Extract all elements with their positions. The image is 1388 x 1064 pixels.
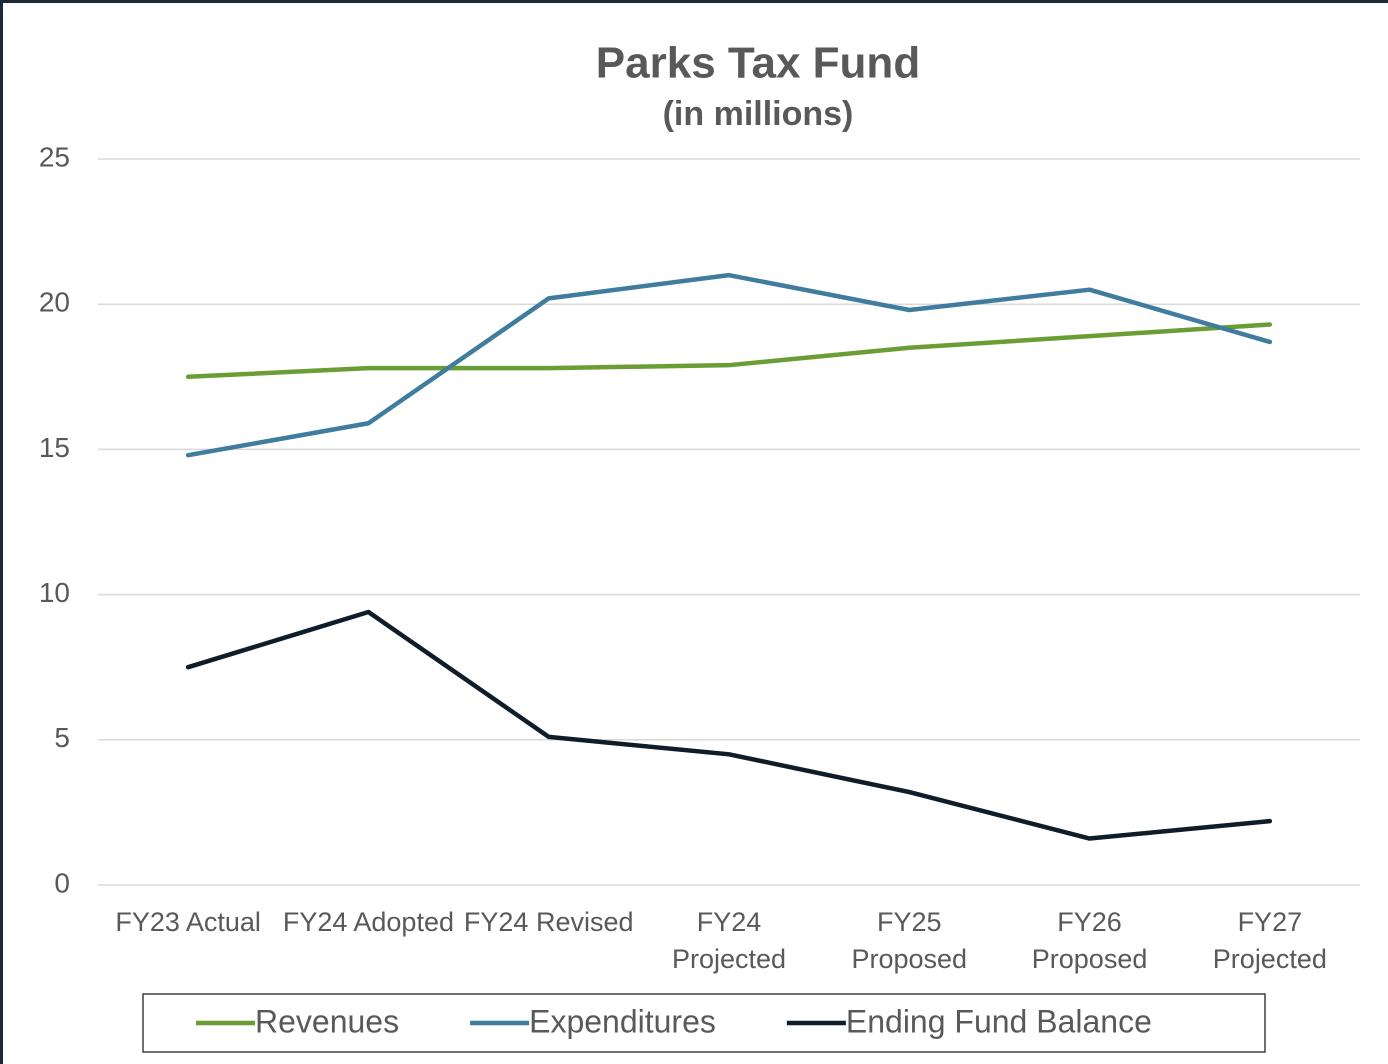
x-tick-label: FY24 Projected	[671, 907, 787, 974]
x-tick-label: FY27 Projected	[1212, 907, 1327, 974]
series-line	[185, 609, 1273, 841]
chart-title: Parks Tax Fund	[596, 39, 920, 88]
x-tick-label: FY25 Proposed	[851, 907, 968, 974]
x-tick-label: FY23 Actual	[115, 907, 261, 937]
y-tick-label: 10	[39, 577, 70, 608]
chart-subtitle: (in millions)	[663, 95, 854, 133]
legend-box	[142, 993, 1266, 1053]
y-tick-label: 25	[39, 141, 70, 172]
x-tick-label: FY26 Proposed	[1031, 907, 1148, 974]
y-tick-label: 15	[39, 432, 70, 463]
x-tick-label: FY24 Revised	[463, 907, 634, 937]
series-line	[185, 322, 1273, 380]
legend-label: Ending Fund Balance	[846, 1003, 1152, 1039]
legend-label: Revenues	[255, 1003, 399, 1039]
y-tick-label: 0	[54, 867, 70, 898]
series-line	[185, 272, 1273, 458]
y-tick-label: 5	[54, 722, 70, 753]
legend-label: Expenditures	[529, 1003, 716, 1039]
x-tick-label: FY24 Adopted	[282, 907, 454, 937]
y-tick-label: 20	[39, 287, 70, 318]
